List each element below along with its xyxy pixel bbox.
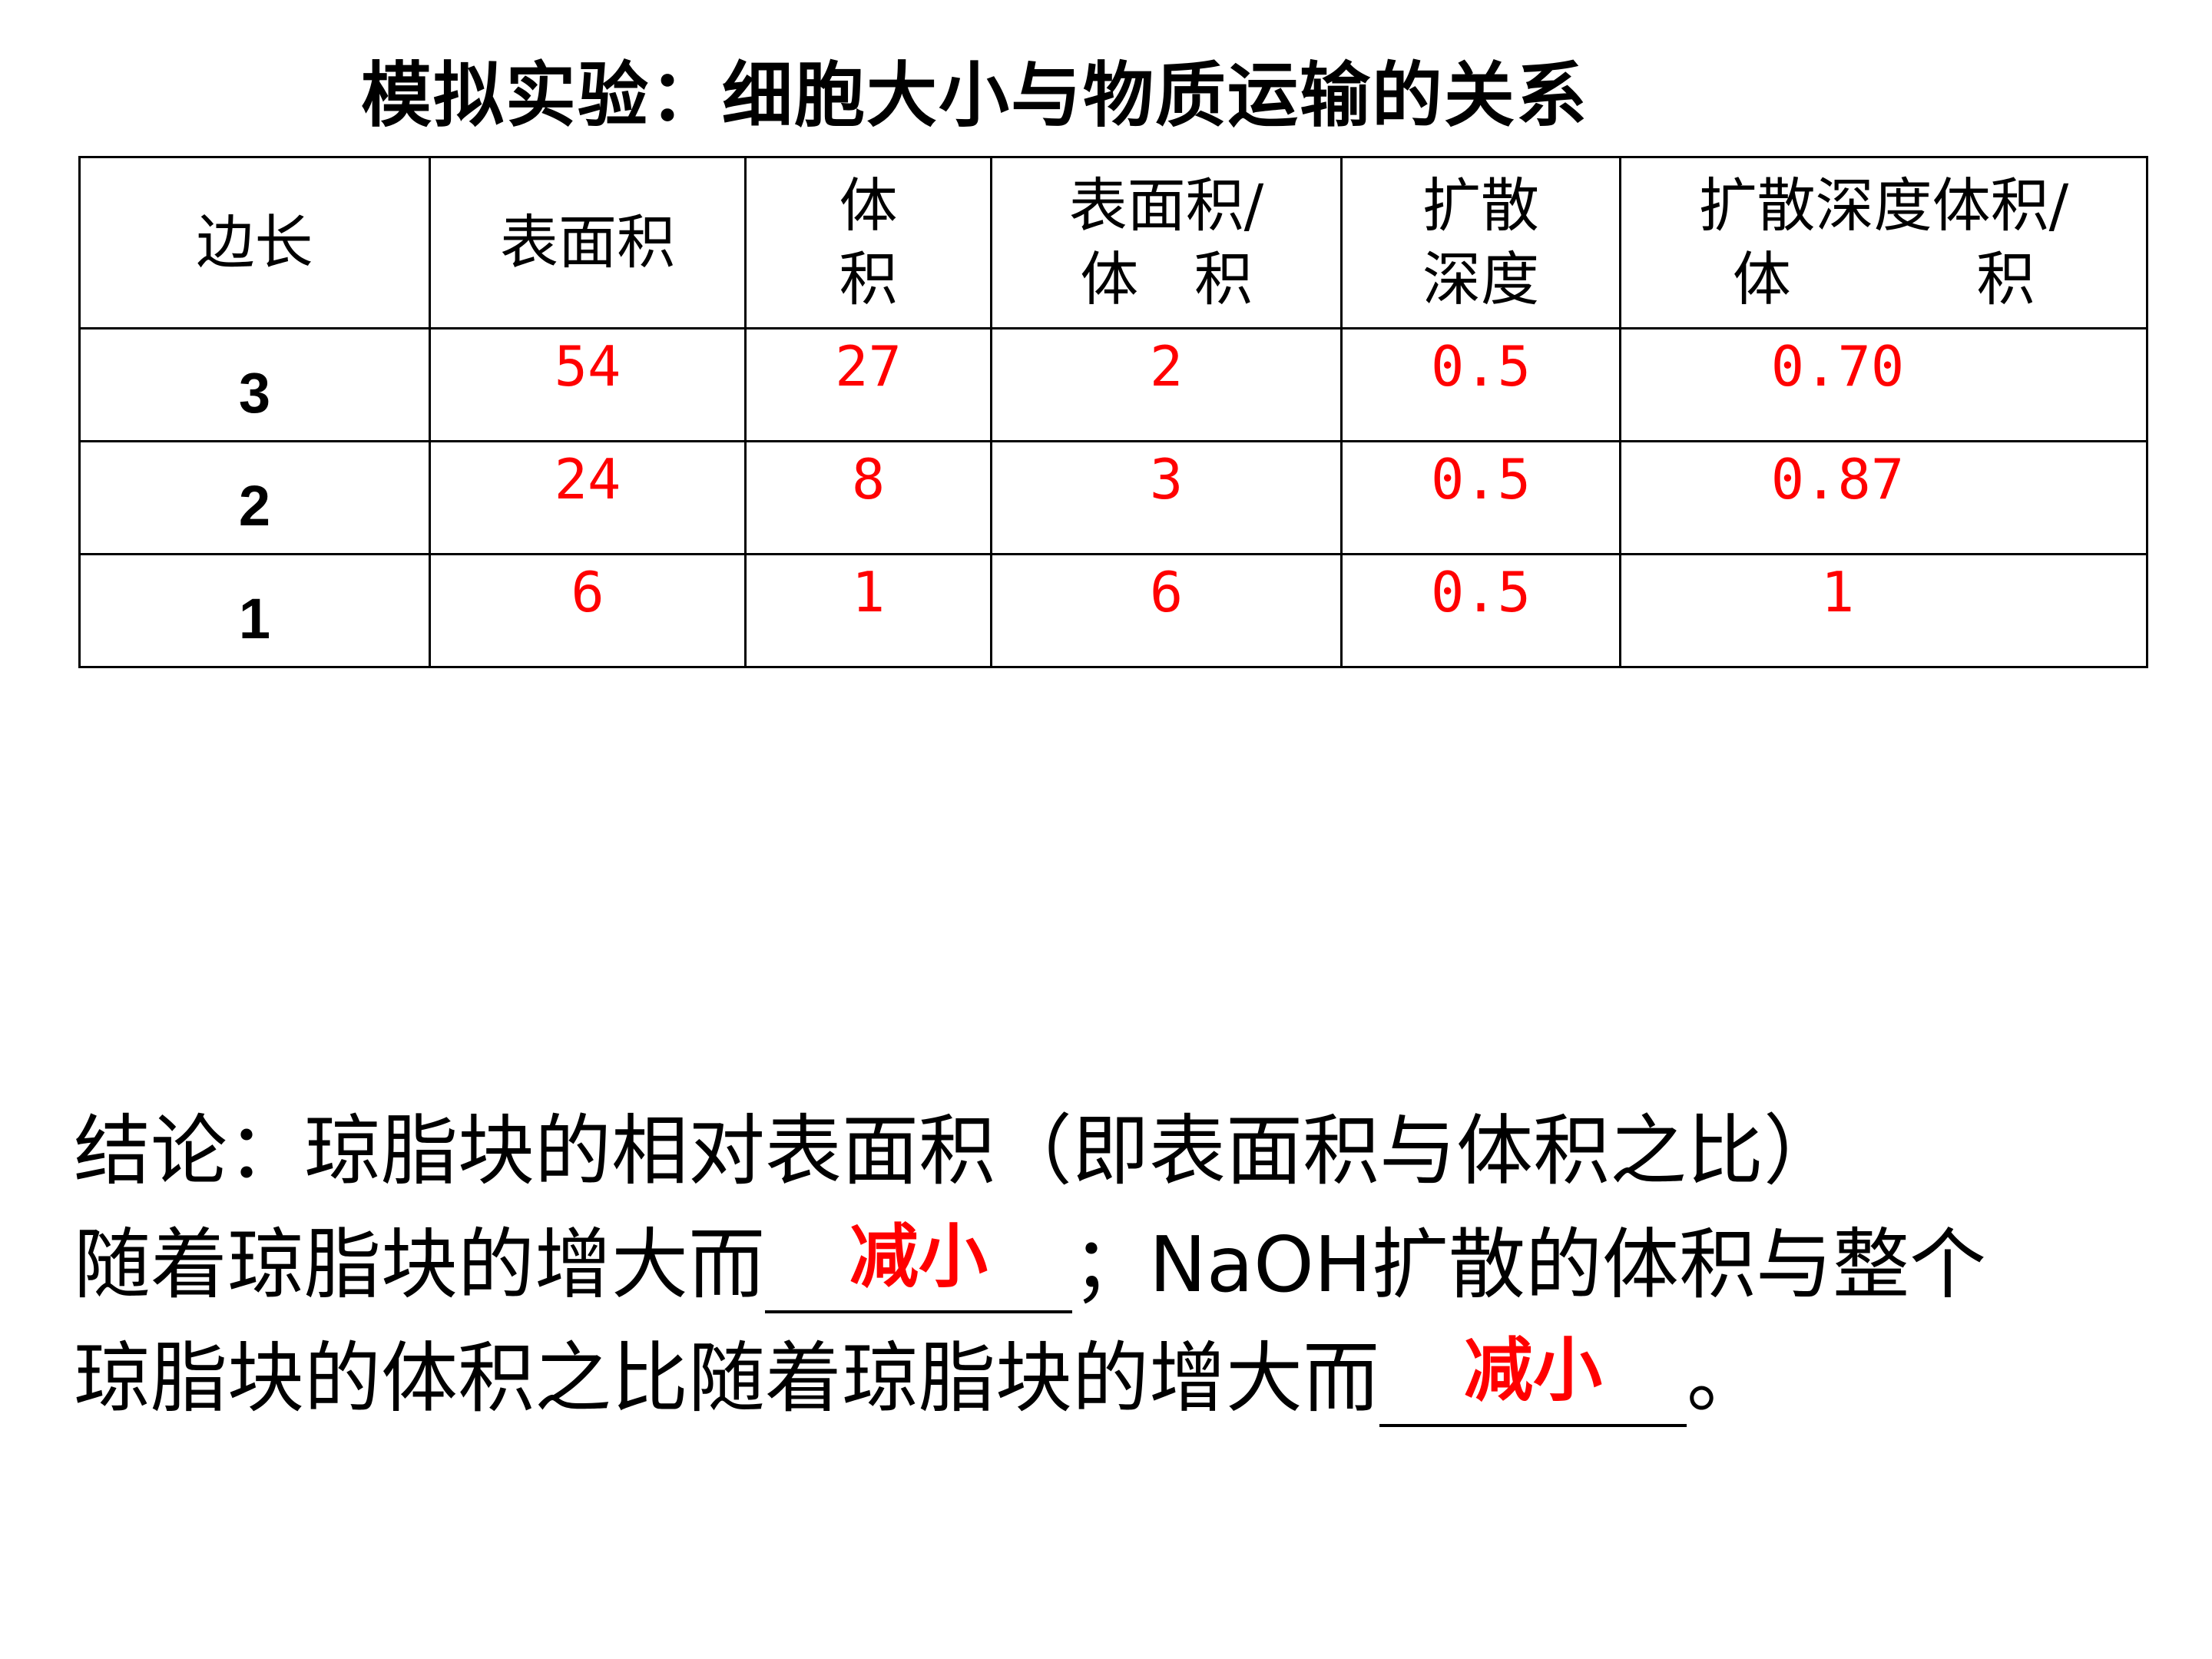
answer-2: 减小 [1464, 1330, 1602, 1411]
table-row: 3 54 27 2 0.5 0.70 [78, 327, 2148, 442]
conclusion-line-1: 结论：琼脂块的相对表面积（即表面积与体积之比） [74, 1106, 1840, 1196]
answer-blank-1: 减小 [765, 1217, 1072, 1313]
cell-surface-area: 24 [429, 440, 747, 555]
cell-surface-area: 6 [429, 553, 747, 668]
conclusion-line-2: 随着琼脂块的增大而 减小 ；NaOH扩散的体积与整个 [74, 1208, 2194, 1322]
conclusion-text-segment: 。 [1687, 1333, 1763, 1423]
conclusion-text-segment: 琼脂块的体积之比随着琼脂块的增大而 [74, 1333, 1379, 1423]
cell-diffusion-ratio: 0.87 [1619, 440, 2148, 555]
conclusion-text-segment: 随着琼脂块的增大而 [74, 1220, 765, 1310]
header-side-length: 边长 [78, 156, 431, 329]
cell-volume: 8 [744, 440, 992, 555]
conclusion-line-3: 琼脂块的体积之比随着琼脂块的增大而 减小 。 [74, 1322, 2194, 1435]
conclusion-text-segment: ；NaOH扩散的体积与整个 [1072, 1220, 1986, 1310]
header-surface-area: 表面积 [429, 156, 747, 329]
data-table: 边长 表面积 体 积 表面积/ 体 积 扩散 深度 扩散深度体积/ 体 积 3 … [78, 156, 2148, 668]
table-header-row: 边长 表面积 体 积 表面积/ 体 积 扩散 深度 扩散深度体积/ 体 积 [78, 156, 2148, 329]
cell-ratio: 2 [990, 327, 1343, 442]
cell-diffusion-depth: 0.5 [1340, 553, 1621, 668]
table-row: 1 6 1 6 0.5 1 [78, 553, 2148, 668]
table-row: 2 24 8 3 0.5 0.87 [78, 440, 2148, 555]
header-volume: 体 积 [744, 156, 992, 329]
conclusion-text: 结论：琼脂块的相对表面积（即表面积与体积之比） 随着琼脂块的增大而 减小 ；NaOH… [74, 1094, 2194, 1435]
cell-ratio: 3 [990, 440, 1343, 555]
cell-side-length: 2 [78, 440, 431, 555]
cell-diffusion-ratio: 1 [1619, 553, 2148, 668]
cell-ratio: 6 [990, 553, 1343, 668]
header-diffusion-volume-ratio: 扩散深度体积/ 体 积 [1619, 156, 2148, 329]
cell-surface-area: 54 [429, 327, 747, 442]
page-title: 模拟实验：细胞大小与物质运输的关系 [361, 55, 1589, 137]
header-surface-volume-ratio: 表面积/ 体 积 [990, 156, 1343, 329]
cell-diffusion-depth: 0.5 [1340, 327, 1621, 442]
cell-volume: 27 [744, 327, 992, 442]
cell-volume: 1 [744, 553, 992, 668]
cell-diffusion-depth: 0.5 [1340, 440, 1621, 555]
header-diffusion-depth: 扩散 深度 [1340, 156, 1621, 329]
cell-side-length: 3 [78, 327, 431, 442]
cell-side-length: 1 [78, 553, 431, 668]
cell-diffusion-ratio: 0.70 [1619, 327, 2148, 442]
answer-1: 减小 [849, 1217, 988, 1297]
answer-blank-2: 减小 [1379, 1330, 1687, 1427]
